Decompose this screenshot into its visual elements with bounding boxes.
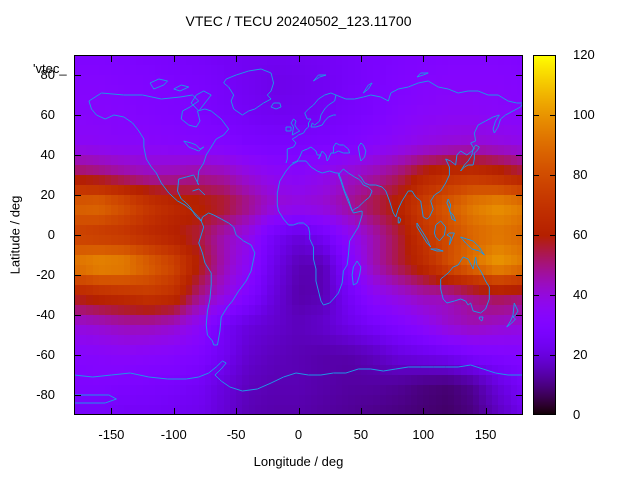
x-tick-label: -50 [226,427,246,442]
x-tick-label: -150 [98,427,125,442]
x-tick-label: 0 [294,427,303,442]
y-tick-label: 40 [40,147,55,162]
y-tick-label: 60 [40,107,55,122]
vtec-heatmap-canvas [74,55,523,415]
y-tick-label: -40 [36,307,55,322]
x-axis-title: Longitude / deg [253,454,344,469]
plot-title: VTEC / TECU 20240502_123.11700 [185,13,412,29]
colorbar-tick-label: 80 [573,167,588,182]
colorbar-tick-label: 120 [573,47,595,62]
y-tick-label: 80 [40,67,55,82]
y-axis-title: Latitude / deg [7,195,23,275]
y-tick-label: -60 [36,347,55,362]
x-tick-label: 150 [474,427,497,442]
colorbar-tick-label: 0 [573,407,581,422]
x-tick-label: 50 [353,427,369,442]
y-tick-label: 20 [40,187,55,202]
colorbar-tick-label: 100 [573,107,595,122]
x-tick-label: -100 [160,427,187,442]
x-tick-label: 100 [412,427,435,442]
y-tick-label: -80 [36,387,55,402]
colorbar-tick-label: 60 [573,227,588,242]
y-tick-label: 0 [47,227,55,242]
colorbar-canvas [533,55,556,415]
key-series-label: 'vtec_ [33,61,67,76]
colorbar-tick-label: 20 [573,347,588,362]
colorbar-tick-label: 40 [573,287,588,302]
y-tick-label: -20 [36,267,55,282]
